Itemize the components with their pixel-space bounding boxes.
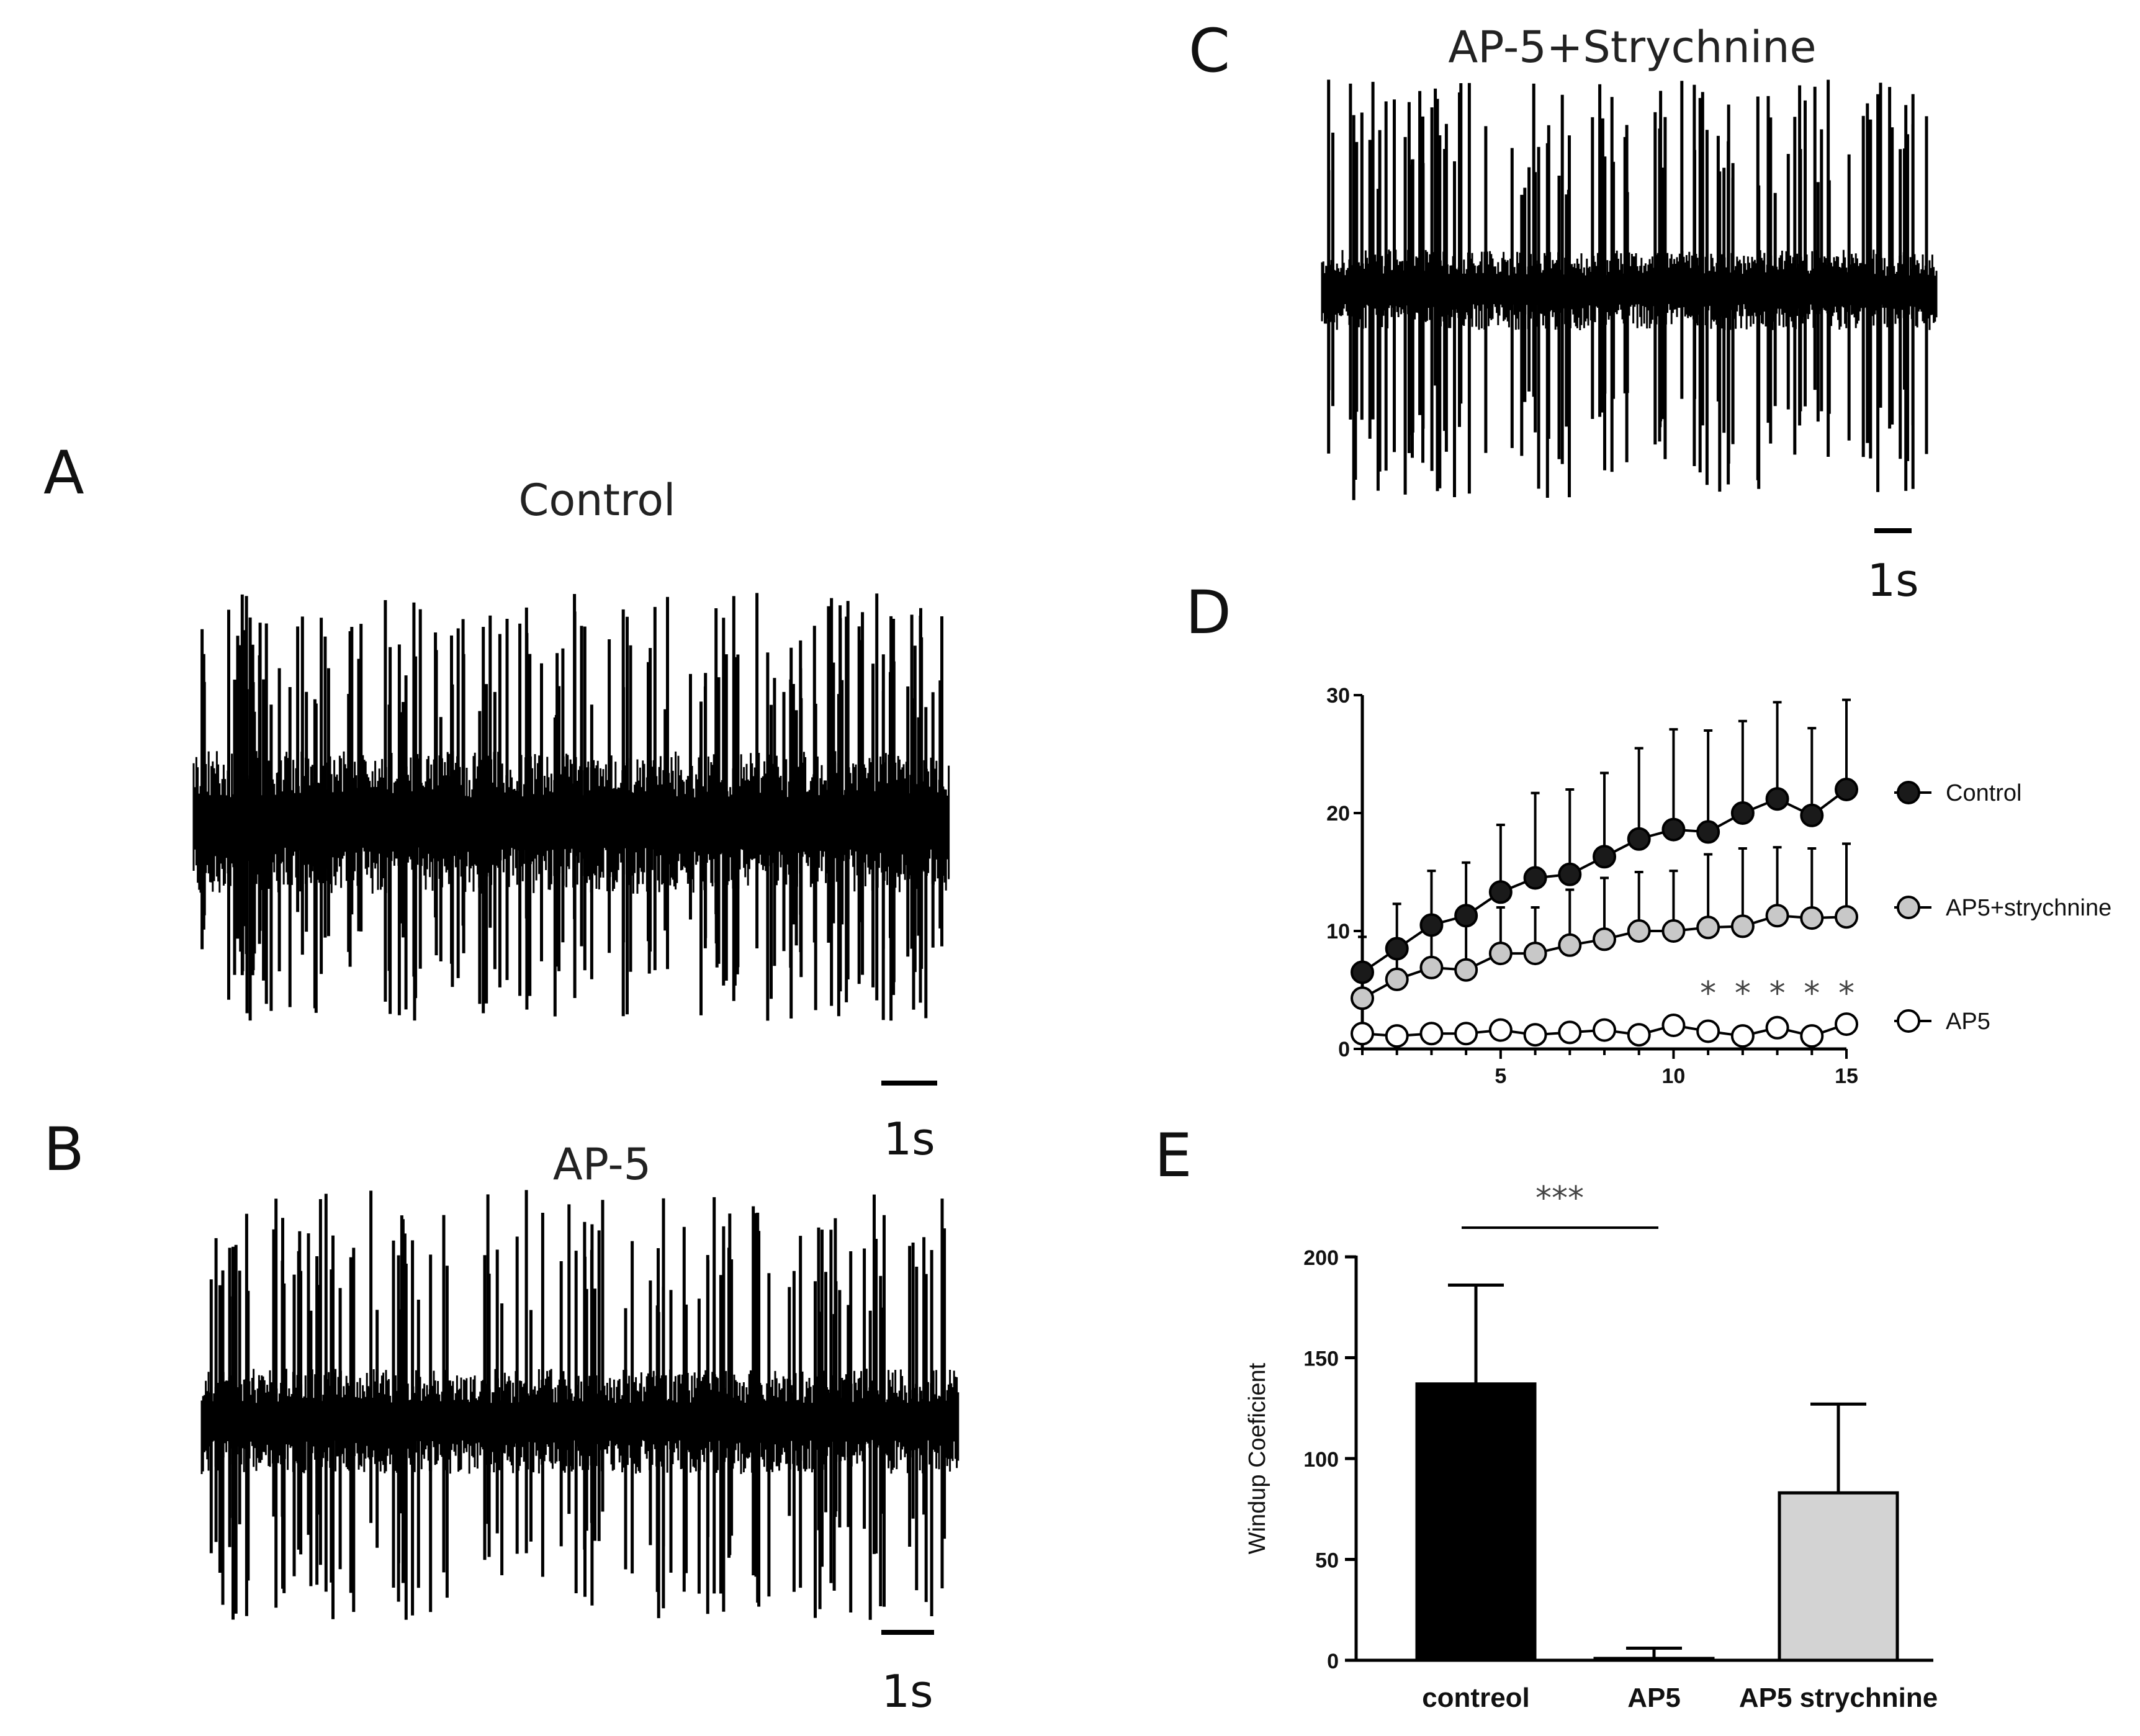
chart-e-category-label: AP5 xyxy=(1627,1683,1681,1713)
chart-d-legend-marker xyxy=(1897,1009,1920,1033)
chart-d-x-tick-label: 15 xyxy=(1835,1064,1858,1088)
chart-d-point xyxy=(1800,906,1824,930)
chart-d-x-tick-label: 5 xyxy=(1495,1064,1506,1088)
chart-e-y-tick-label: 150 xyxy=(1303,1347,1339,1371)
chart-d-significance-star: * xyxy=(1735,975,1751,1012)
scale-bar-a-label: 1s xyxy=(883,1113,935,1165)
chart-d-point xyxy=(1419,955,1444,979)
chart-e-y-tick-label: 0 xyxy=(1327,1650,1339,1673)
chart-d-point xyxy=(1835,1012,1858,1037)
trace-spikes xyxy=(209,1190,946,1620)
chart-d-point xyxy=(1351,960,1374,984)
chart-d-y-tick-label: 30 xyxy=(1326,684,1350,708)
chart-d-point xyxy=(1488,880,1513,904)
chart-d-point xyxy=(1419,913,1444,937)
chart-d-point xyxy=(1523,942,1547,966)
chart-e-y-tick-label: 50 xyxy=(1315,1549,1339,1573)
chart-d-point xyxy=(1488,1018,1513,1042)
panel-letter-e: E xyxy=(1154,1121,1192,1190)
chart-e-significance-label: *** xyxy=(1535,1180,1584,1217)
chart-d-y-tick-label: 0 xyxy=(1338,1038,1350,1061)
trace-c-title: AP-5+Strychnine xyxy=(1448,22,1816,73)
chart-d-point xyxy=(1454,1022,1478,1046)
chart-d-point xyxy=(1454,958,1478,982)
chart-d-point xyxy=(1523,866,1547,890)
chart-d-point xyxy=(1730,1024,1755,1048)
chart-e-y-tick-label: 200 xyxy=(1303,1246,1339,1270)
chart-d-legend-label: AP5 xyxy=(1946,1009,1990,1035)
chart-d-point xyxy=(1730,914,1755,938)
chart-d-point xyxy=(1627,1023,1651,1047)
chart-d-point xyxy=(1696,915,1720,940)
chart-d-point xyxy=(1765,787,1789,811)
chart-d-point xyxy=(1558,862,1582,886)
chart-d-legend-label: Control xyxy=(1946,780,2022,806)
chart-d-point xyxy=(1835,905,1858,929)
chart-d-point xyxy=(1730,801,1755,825)
trace-noise-band xyxy=(200,1369,960,1474)
chart-d-x-tick-label: 10 xyxy=(1662,1064,1686,1088)
panel-letter-b: B xyxy=(43,1115,84,1184)
chart-d-significance-star: * xyxy=(1769,975,1786,1012)
chart-d-point xyxy=(1661,1014,1686,1037)
chart-d-point xyxy=(1835,778,1858,801)
windup-bar-chart: 0 50 100 150 200 Windup Coeficient contreol AP5… xyxy=(1244,1180,1938,1713)
chart-d-point xyxy=(1523,1023,1547,1047)
chart-d-point xyxy=(1385,937,1409,961)
chart-d-point xyxy=(1696,820,1720,844)
chart-d-point xyxy=(1488,942,1513,966)
windup-line-chart: 0 10 20 30 5 10 15 * * * * * Control AP5+strychnine AP… xyxy=(1326,684,2111,1088)
trace-c-recording xyxy=(1321,79,1938,500)
trace-spikes xyxy=(200,593,943,1021)
chart-e-category-label: AP5 strychnine xyxy=(1739,1683,1938,1713)
chart-d-point xyxy=(1558,933,1582,957)
chart-e-bar xyxy=(1778,1491,1899,1662)
chart-d-point xyxy=(1627,919,1651,943)
chart-d-point xyxy=(1385,967,1409,991)
chart-d-legend-marker xyxy=(1897,896,1920,919)
chart-d-point xyxy=(1661,817,1686,842)
chart-d-y-tick-label: 10 xyxy=(1326,920,1350,943)
chart-d-point xyxy=(1696,1019,1720,1043)
chart-d-legend-label: AP5+strychnine xyxy=(1946,895,2111,921)
chart-d-significance-star: * xyxy=(1804,975,1820,1012)
trace-b-recording xyxy=(200,1190,960,1620)
trace-a-title: Control xyxy=(518,475,675,526)
chart-d-significance-star: * xyxy=(1838,975,1855,1012)
chart-d-point xyxy=(1593,845,1616,869)
panel-letter-d: D xyxy=(1185,578,1231,647)
scale-bar-b-label: 1s xyxy=(881,1665,933,1717)
chart-d-point xyxy=(1765,1015,1789,1040)
panel-letter-a: A xyxy=(43,438,84,508)
chart-d-point xyxy=(1351,1022,1374,1046)
trace-spikes xyxy=(1327,79,1928,500)
chart-e-y-axis-label: Windup Coeficient xyxy=(1244,1362,1270,1554)
chart-d-significance-star: * xyxy=(1700,975,1716,1012)
chart-d-point xyxy=(1419,1022,1444,1046)
trace-b-title: AP-5 xyxy=(553,1139,651,1190)
trace-a-recording xyxy=(192,593,950,1021)
chart-d-point xyxy=(1627,827,1651,851)
chart-e-bar xyxy=(1415,1382,1537,1662)
chart-d-point xyxy=(1593,927,1616,951)
chart-d-point xyxy=(1661,919,1686,943)
chart-e-bar xyxy=(1593,1657,1715,1662)
chart-e-category-label: contreol xyxy=(1422,1683,1530,1713)
chart-d-point xyxy=(1558,1020,1582,1045)
panel-letter-c: C xyxy=(1189,16,1230,86)
chart-d-y-tick-label: 20 xyxy=(1326,802,1350,825)
chart-d-point xyxy=(1765,904,1789,928)
scale-bar-c-label: 1s xyxy=(1867,554,1918,606)
chart-d-point xyxy=(1385,1024,1409,1048)
chart-d-point xyxy=(1454,904,1478,928)
chart-d-point xyxy=(1800,803,1824,827)
chart-d-point xyxy=(1351,986,1374,1010)
chart-d-legend-marker xyxy=(1897,781,1920,804)
chart-e-y-tick-label: 100 xyxy=(1303,1448,1339,1472)
chart-d-point xyxy=(1593,1018,1616,1042)
chart-d-point xyxy=(1800,1024,1824,1048)
